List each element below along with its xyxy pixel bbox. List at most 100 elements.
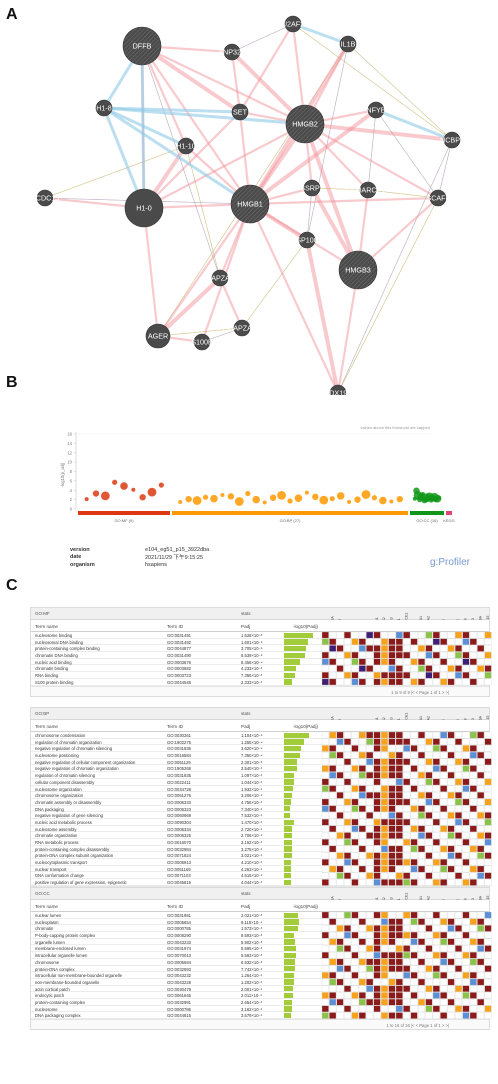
term-point[interactable] bbox=[112, 479, 118, 485]
term-id[interactable]: GO:0031935 bbox=[167, 773, 191, 779]
table-row[interactable]: nucleosomal DNA binding GO:0031492 1.601×1… bbox=[31, 639, 489, 646]
term-point[interactable] bbox=[277, 491, 286, 500]
term-point[interactable] bbox=[329, 496, 335, 502]
column-neglog-padj[interactable]: -log10(Padj) bbox=[293, 624, 319, 629]
term-id[interactable]: GO:0032991 bbox=[167, 999, 191, 1005]
table-row[interactable]: DNA packaging GO:0006323 7.340×10⁻² bbox=[31, 806, 489, 813]
term-id[interactable]: GO:0031981 bbox=[167, 913, 191, 918]
table-row[interactable]: S100 protein binding GO:0044548 2.333×10⁻² bbox=[31, 679, 489, 686]
term-point[interactable] bbox=[336, 492, 345, 500]
term-id[interactable]: GO:0031491 bbox=[167, 633, 191, 638]
term-id[interactable]: GO:0044548 bbox=[167, 679, 191, 685]
term-point[interactable] bbox=[139, 494, 146, 501]
term-id[interactable]: GO:0061645 bbox=[167, 993, 191, 999]
table-pagination[interactable]: 1 to 16 of 16 |< < Page 1 of 1 > >| bbox=[31, 1019, 489, 1029]
table-row[interactable]: negative regulation of cellular componen… bbox=[31, 759, 489, 766]
term-id[interactable]: GO:0043228 bbox=[167, 979, 191, 985]
table-row[interactable]: protein-DNA complex GO:0032993 7.742×10⁻³ bbox=[31, 966, 489, 973]
column-term-name[interactable]: Term name bbox=[35, 624, 58, 629]
table-row[interactable]: chromatin organization GO:0006325 2.706×10… bbox=[31, 832, 489, 839]
term-point[interactable] bbox=[312, 493, 319, 501]
table-row[interactable]: chromatin binding GO:0003682 4.233×10⁻³ bbox=[31, 665, 489, 673]
table-row[interactable]: nucleosome assembly GO:0006334 2.720×10⁻² bbox=[31, 826, 489, 833]
term-point[interactable] bbox=[178, 499, 183, 504]
term-point[interactable] bbox=[192, 496, 202, 505]
term-id[interactable]: GO:0016070 bbox=[167, 840, 191, 845]
term-point[interactable] bbox=[131, 487, 136, 492]
column-term-id[interactable]: Term ID bbox=[167, 624, 184, 629]
table-row[interactable]: positive regulation of gene expression, … bbox=[31, 879, 489, 886]
term-id[interactable]: GO:1902275 bbox=[167, 739, 191, 745]
term-id[interactable]: GO:0043233 bbox=[167, 939, 191, 945]
table-row[interactable]: RNA binding GO:0003723 7.356×10⁻³ bbox=[31, 672, 489, 679]
term-id[interactable]: GO:0051169 bbox=[167, 866, 191, 872]
term-id[interactable]: GO:0000785 bbox=[167, 926, 191, 932]
table-row[interactable]: intracellular non-membrane-bounded organ… bbox=[31, 972, 489, 979]
term-point[interactable] bbox=[158, 482, 164, 488]
term-id[interactable]: GO:0060969 bbox=[167, 813, 191, 819]
term-point[interactable] bbox=[262, 500, 267, 505]
table-row[interactable]: nucleoplasm GO:0005654 9.115×10⁻⁴ bbox=[31, 919, 489, 926]
table-row[interactable]: organelle lumen GO:0043233 5.902×10⁻³ bbox=[31, 939, 489, 946]
column-neglog-padj[interactable]: -log10(Padj) bbox=[293, 724, 319, 729]
table-row[interactable]: nuclear transport GO:0051169 4.263×10⁻² bbox=[31, 866, 489, 873]
term-point[interactable] bbox=[379, 496, 387, 505]
term-id[interactable]: GO:0032984 bbox=[167, 846, 191, 852]
term-id[interactable]: GO:1905268 bbox=[167, 766, 191, 772]
table-row[interactable]: nuclear lumen GO:0031981 2.021×10⁻³ bbox=[31, 912, 489, 919]
term-id[interactable]: GO:0031490 bbox=[167, 653, 191, 659]
column-term-name[interactable]: Term name bbox=[35, 904, 58, 909]
term-point[interactable] bbox=[185, 495, 192, 503]
term-point[interactable] bbox=[304, 490, 309, 495]
term-id[interactable]: GO:0006913 bbox=[167, 860, 191, 866]
table-row[interactable]: cellular component disassembly GO:0022411… bbox=[31, 779, 489, 786]
term-id[interactable]: GO:0006323 bbox=[167, 806, 191, 812]
table-row[interactable]: nucleocytoplasmic transport GO:0006913 4.2… bbox=[31, 859, 489, 866]
term-point[interactable] bbox=[396, 495, 403, 503]
column-term-id[interactable]: Term ID bbox=[167, 904, 184, 909]
term-point[interactable] bbox=[269, 494, 277, 501]
term-point[interactable] bbox=[92, 490, 100, 497]
term-point[interactable] bbox=[210, 494, 218, 503]
table-row[interactable]: nucleic acid binding GO:0003676 8.456×10⁻⁴ bbox=[31, 659, 489, 666]
table-row[interactable]: chromosome condensation GO:0030261 1.104×1… bbox=[31, 732, 489, 739]
term-id[interactable]: GO:0005654 bbox=[167, 919, 191, 925]
term-point[interactable] bbox=[361, 490, 371, 499]
term-id[interactable]: GO:0003723 bbox=[167, 673, 191, 679]
column-term-id[interactable]: Term ID bbox=[167, 724, 184, 729]
term-id[interactable]: GO:0030479 bbox=[167, 986, 191, 992]
table-row[interactable]: protein-containing complex GO:0032991 2.65… bbox=[31, 999, 489, 1006]
table-row[interactable]: nucleic acid metabolic process GO:0090304… bbox=[31, 819, 489, 826]
term-point[interactable] bbox=[287, 498, 293, 504]
term-point[interactable] bbox=[227, 493, 235, 500]
term-id[interactable]: GO:0071103 bbox=[167, 873, 191, 879]
table-row[interactable]: negative regulation of chromatin organiz… bbox=[31, 765, 489, 773]
table-row[interactable]: non-membrane-bounded organelle GO:0043228… bbox=[31, 979, 489, 986]
term-id[interactable]: GO:0005694 bbox=[167, 959, 191, 965]
table-row[interactable]: negative regulation of chromatin silenci… bbox=[31, 745, 489, 753]
column-term-name[interactable]: Term name bbox=[35, 724, 58, 729]
term-id[interactable]: GO:0044877 bbox=[167, 646, 191, 652]
term-id[interactable]: GO:0008290 bbox=[167, 933, 191, 939]
term-point[interactable] bbox=[371, 495, 378, 501]
table-row[interactable]: DNA packaging complex GO:0044815 3.579×10⁻… bbox=[31, 1012, 489, 1019]
term-id[interactable]: GO:0051276 bbox=[167, 793, 191, 799]
term-id[interactable]: GO:0043232 bbox=[167, 973, 191, 979]
table-row[interactable]: nucleosome positioning GO:0016584 7.350×10… bbox=[31, 752, 489, 759]
table-row[interactable]: chromosome organization GO:0051276 3.206×1… bbox=[31, 792, 489, 799]
table-row[interactable]: regulation of chromatin organization GO:1… bbox=[31, 739, 489, 746]
table-row[interactable]: chromatin GO:0000785 1.573×10⁻³ bbox=[31, 925, 489, 933]
term-id[interactable]: GO:0003682 bbox=[167, 666, 191, 672]
table-row[interactable]: RNA metabolic process GO:0016070 3.152×10⁻… bbox=[31, 839, 489, 846]
table-row[interactable]: DNA conformation change GO:0071103 4.515×1… bbox=[31, 872, 489, 880]
table-row[interactable]: chromatin DNA binding GO:0031490 6.539×10⁻… bbox=[31, 652, 489, 659]
term-point[interactable] bbox=[245, 490, 251, 497]
term-point[interactable] bbox=[354, 496, 361, 503]
term-id[interactable]: GO:0090304 bbox=[167, 819, 191, 825]
term-id[interactable]: GO:0032993 bbox=[167, 966, 191, 972]
table-pagination[interactable]: 1 to 9 of 9 |< < Page 1 of 1 > >| bbox=[31, 685, 489, 696]
table-row[interactable]: P-body-capping protein complex GO:0008290… bbox=[31, 932, 489, 939]
table-row[interactable]: protein-containing complex binding GO:004… bbox=[31, 645, 489, 653]
term-id[interactable]: GO:0006334 bbox=[167, 826, 191, 832]
term-id[interactable]: GO:0030261 bbox=[167, 733, 191, 738]
